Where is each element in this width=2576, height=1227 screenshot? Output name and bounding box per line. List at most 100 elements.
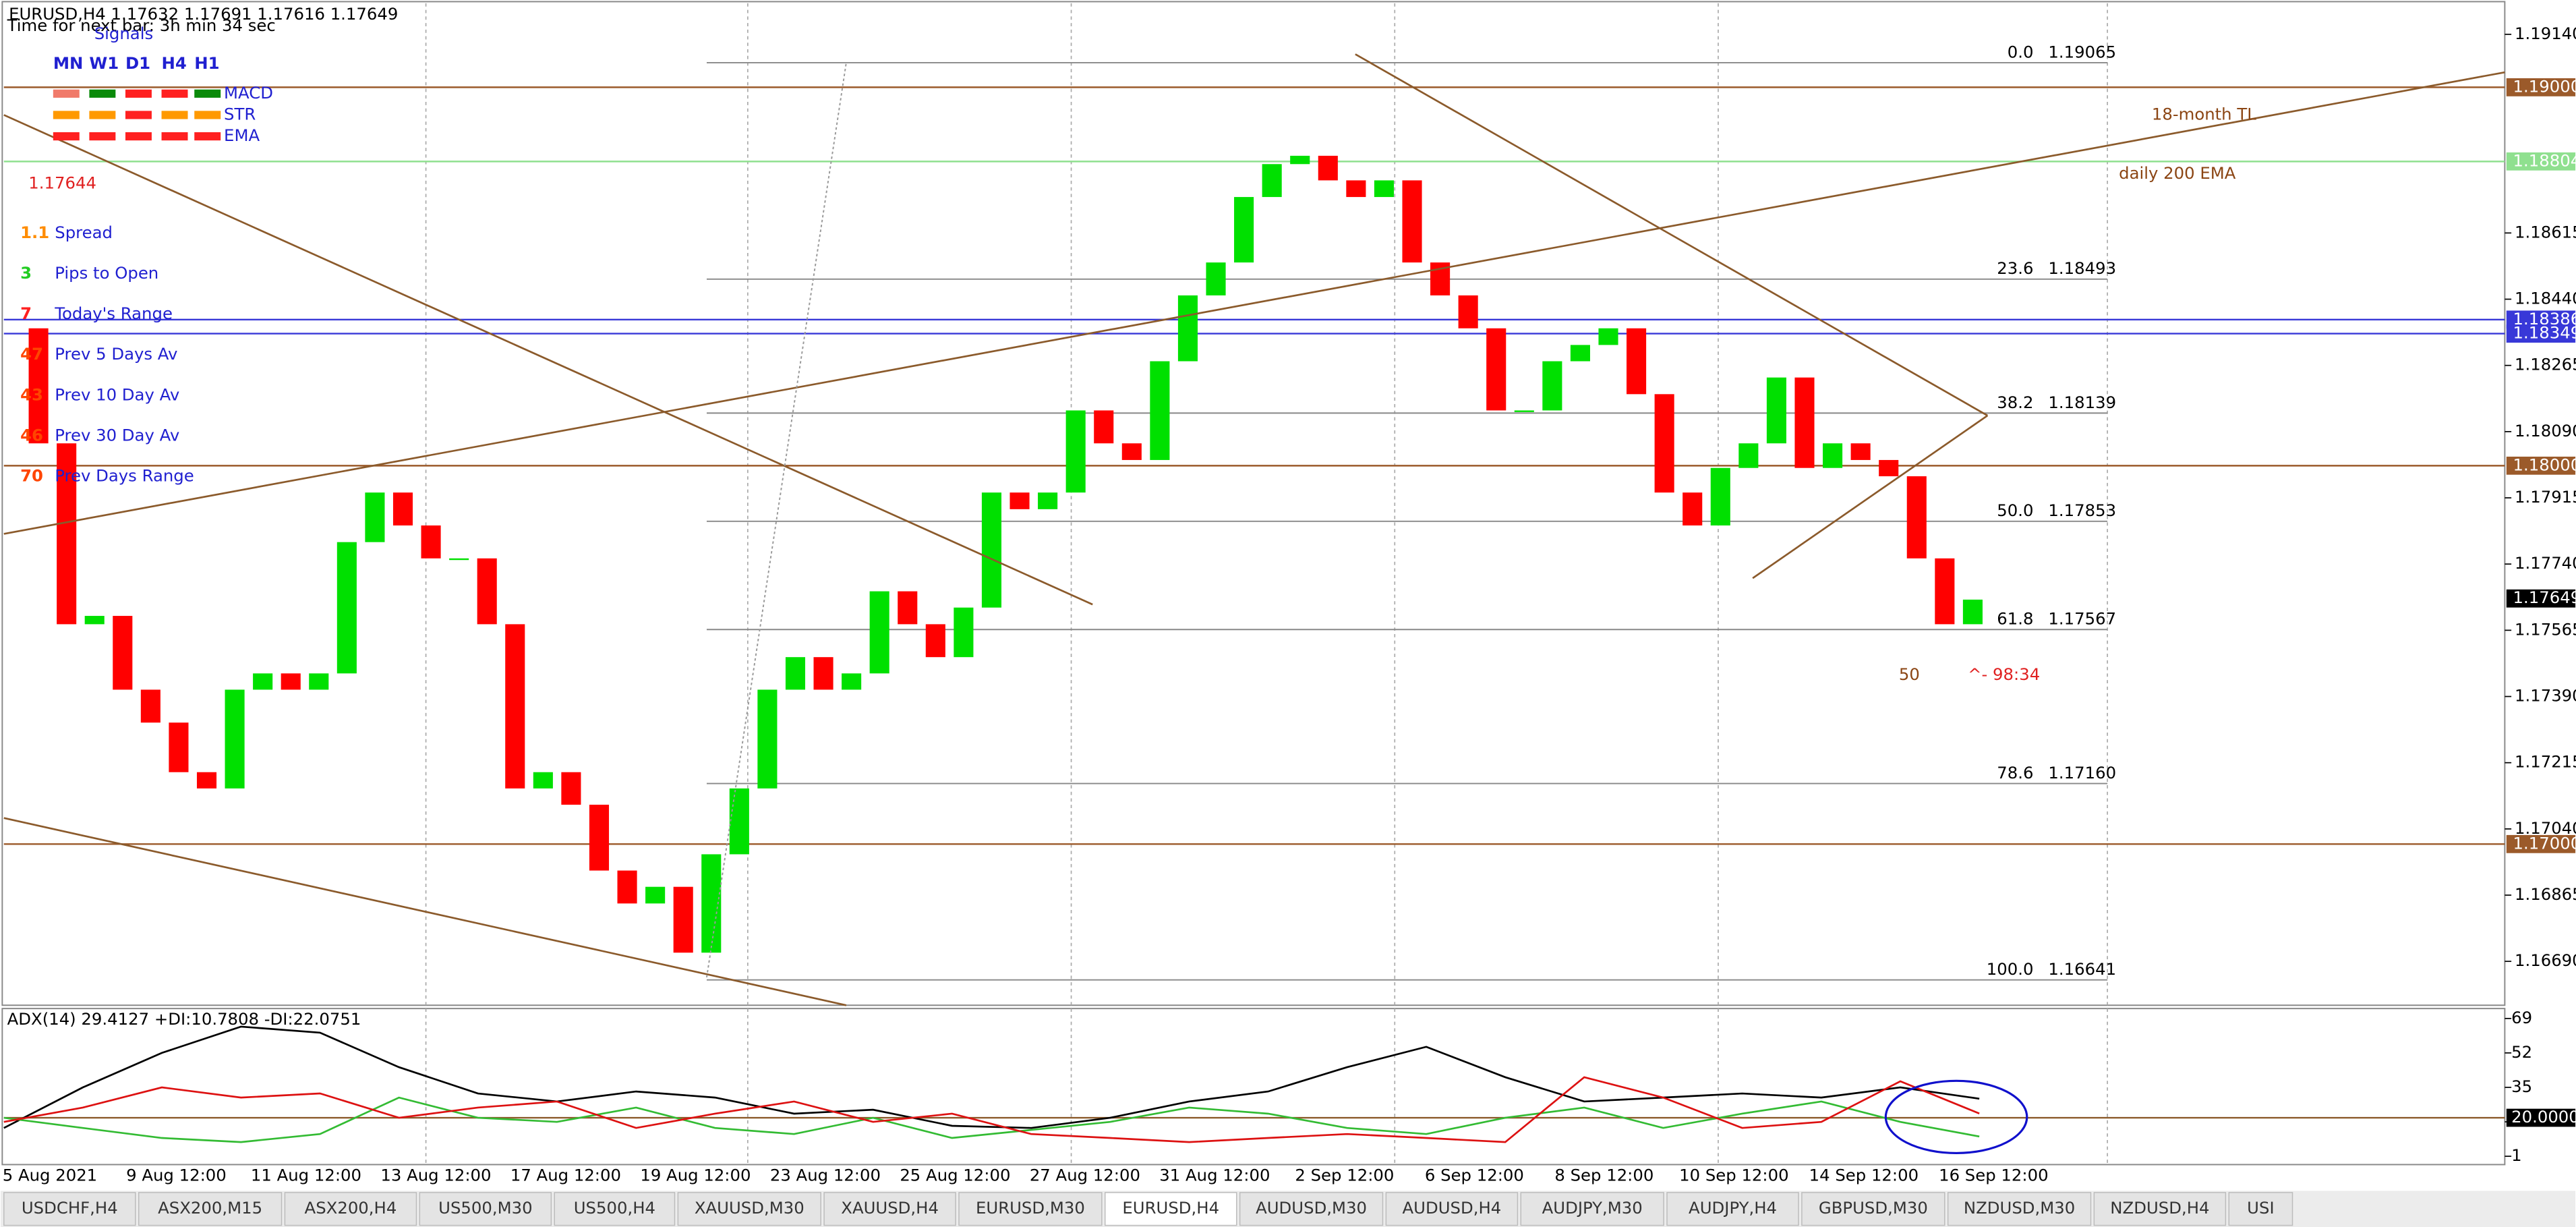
candle (1542, 361, 1562, 411)
level-tag (2506, 324, 2576, 343)
info-value: 3 (20, 263, 32, 283)
indicator-name: EMA (224, 125, 260, 145)
fib-level: 78.6 (1997, 763, 2033, 782)
tab-label[interactable]: EURUSD,H4 (1122, 1198, 1219, 1218)
tab-label[interactable]: ASX200,H4 (305, 1198, 397, 1218)
candle (1598, 328, 1618, 345)
candle (1570, 345, 1590, 362)
y-tick-label: 1.17565 (2515, 619, 2576, 639)
tab-label[interactable]: XAUUSD,M30 (695, 1198, 804, 1218)
level-tag (2506, 589, 2576, 608)
candle (1738, 443, 1759, 468)
timeframe-label: D1 (125, 53, 150, 73)
y-tick-label: 1.16865 (2515, 884, 2576, 904)
candle (729, 788, 749, 855)
candle (1458, 295, 1478, 329)
tab[interactable] (1520, 1192, 1664, 1226)
candle (757, 689, 778, 789)
signal-box (53, 89, 80, 98)
tab-label[interactable]: AUDJPY,H4 (1689, 1198, 1777, 1218)
fibonacci: 0.0 1.19065 23.6 1.18493 38.2 1.18139 50.0 1.17… (706, 42, 2116, 981)
fib-price: 1.16641 (2048, 959, 2116, 979)
tab[interactable] (138, 1192, 283, 1226)
tab-label[interactable]: USI (2247, 1198, 2274, 1218)
signal-box (161, 132, 188, 141)
highlight-ellipse (1884, 1079, 2028, 1155)
signal-box (53, 132, 80, 141)
candle (421, 525, 441, 559)
candle (1009, 492, 1030, 509)
fib-level: 0.0 (2008, 42, 2034, 61)
candle (1094, 410, 1114, 444)
tab[interactable] (419, 1192, 552, 1226)
timeframe-label: W1 (89, 53, 119, 73)
tab[interactable] (1239, 1192, 1384, 1226)
info-value: 1.1 (20, 223, 49, 242)
candle (813, 657, 833, 690)
signal-box (89, 89, 116, 98)
tab-label[interactable]: GBPUSD,M30 (1819, 1198, 1928, 1218)
adx-title: ADX(14) 29.4127 +DI:10.7808 -DI:22.0751 (7, 1009, 361, 1029)
tab[interactable] (1385, 1192, 1519, 1226)
tab-label[interactable]: NZDUSD,M30 (1964, 1198, 2075, 1218)
candle (140, 689, 160, 723)
tab[interactable] (1105, 1192, 1237, 1226)
y-tick-label: 1.17215 (2515, 752, 2576, 772)
candle (253, 673, 273, 690)
tab[interactable] (2093, 1192, 2227, 1226)
adx-tick-label: 69 (2511, 1008, 2532, 1027)
candle (925, 624, 945, 658)
candle (1879, 459, 1899, 477)
y-tick-label: 1.17390 (2515, 686, 2576, 706)
candle (84, 616, 105, 625)
info-label: Prev Days Range (55, 466, 194, 486)
tab[interactable] (958, 1192, 1103, 1226)
level-tag (2506, 456, 2576, 475)
candle (842, 673, 862, 690)
tab-label[interactable]: XAUUSD,H4 (841, 1198, 939, 1218)
tab[interactable] (1947, 1192, 2092, 1226)
tab-label[interactable]: US500,H4 (574, 1198, 655, 1218)
level-label: 1.17649 (2513, 588, 2576, 607)
tab[interactable] (284, 1192, 417, 1226)
tab-label[interactable]: US500,M30 (438, 1198, 532, 1218)
adx-line (3, 1025, 1980, 1129)
tab[interactable] (3, 1192, 136, 1226)
tab[interactable] (1801, 1192, 1945, 1226)
tab-label[interactable]: EURUSD,M30 (976, 1198, 1085, 1218)
tab-label[interactable]: AUDUSD,M30 (1256, 1198, 1367, 1218)
tab-label[interactable]: AUDJPY,M30 (1542, 1198, 1643, 1218)
timeframe-label: H1 (194, 53, 219, 73)
level-label: 1.17000 (2513, 833, 2576, 853)
candle (1850, 443, 1871, 460)
tab[interactable] (1666, 1192, 1799, 1226)
level-label: 1.18349 (2513, 323, 2576, 343)
info-value: 43 (20, 384, 43, 404)
overlay: EURUSD,H4 1.17632 1.17691 1.17616 1.1764… (7, 4, 2257, 684)
trendlines (3, 53, 2505, 1006)
signal-box (53, 111, 80, 119)
time-label: 16 Sep 12:00 (1939, 1166, 2049, 1185)
indicator-name: STR (224, 104, 256, 123)
candle (281, 673, 301, 690)
bar-timer: Time for next bar: 3h min 34 sec (7, 16, 276, 35)
tab[interactable] (554, 1192, 676, 1226)
candle (1794, 377, 1815, 468)
tab[interactable] (823, 1192, 956, 1226)
info-value: 47 (20, 344, 43, 364)
tab-label[interactable]: AUDUSD,H4 (1403, 1198, 1502, 1218)
tab[interactable] (677, 1192, 821, 1226)
candle (1206, 262, 1226, 295)
fib-price: 1.19065 (2048, 42, 2116, 61)
tab-label[interactable]: ASX200,M15 (158, 1198, 262, 1218)
tab-label[interactable]: USDCHF,H4 (22, 1198, 118, 1218)
tab-label[interactable]: NZDUSD,H4 (2110, 1198, 2209, 1218)
signal-box (161, 111, 188, 119)
tab[interactable] (2228, 1192, 2293, 1226)
signal-box (194, 111, 221, 119)
candle (477, 558, 497, 625)
candle (1065, 410, 1086, 493)
candle (1962, 599, 1983, 625)
level-label: 1.18000 (2513, 455, 2576, 474)
